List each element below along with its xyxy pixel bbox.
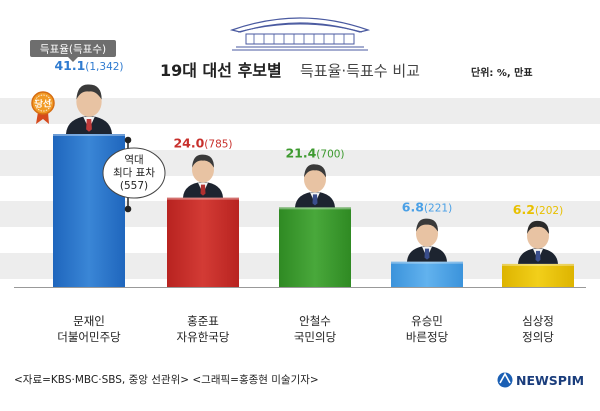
bar-value-pct: 24.0 (173, 136, 204, 151)
photo-face (304, 166, 326, 193)
bar-value-label: 24.0(785) (173, 136, 232, 151)
bar (167, 197, 239, 287)
candidate-photo (518, 220, 558, 264)
party-name-label: 정의당 (522, 330, 554, 344)
photo-tie (312, 194, 318, 206)
legend-text: 득표율(득표수) (40, 44, 106, 56)
bar-value-votes: (221) (424, 203, 452, 215)
candidate-photo (66, 84, 112, 134)
candidate-name-label: 안철수 (299, 314, 331, 328)
bar-highlight (279, 207, 351, 210)
candidate-name-label: 문재인 (73, 314, 105, 328)
party-name-label: 바른정당 (406, 330, 449, 344)
bar (279, 207, 351, 287)
candidate-photo (295, 164, 335, 208)
bar-value-pct: 6.2 (513, 202, 535, 217)
legend-box: 득표율(득표수) (30, 40, 116, 62)
photo-tie (200, 184, 206, 196)
chart-subtitle: 득표율·득표수 비교 (300, 62, 420, 80)
gap-annotation: 역대 최다 표차 (557) (102, 136, 166, 213)
bar-highlight (502, 263, 574, 266)
photo-tie (86, 119, 92, 132)
bar-value-label: 21.4(700) (285, 145, 344, 160)
photo-hair (416, 218, 438, 232)
bar-value-pct: 41.1 (54, 58, 85, 73)
photo-hair (192, 154, 214, 168)
party-name-label: 더불어민주당 (57, 330, 121, 344)
bar (502, 263, 574, 287)
annotation-line-3: (557) (120, 180, 148, 192)
candidate-name-label: 홍준표 (187, 314, 219, 328)
photo-face (76, 86, 102, 117)
photo-hair (527, 220, 549, 234)
winner-badge-text: 당선 (35, 99, 51, 110)
unit-label: 단위: %, 만표 (471, 66, 533, 79)
photo-face (192, 156, 214, 183)
bar-highlight (53, 134, 125, 136)
photo-face (416, 220, 438, 247)
candidate-name-label: 심상정 (522, 314, 554, 328)
photo-face (527, 222, 549, 249)
bar-value-pct: 21.4 (285, 145, 316, 160)
party-name-label: 국민의당 (294, 330, 337, 344)
photo-hair (304, 164, 326, 178)
bar-value-label: 6.2(202) (513, 202, 563, 217)
candidate-photo (407, 218, 447, 262)
party-name-label: 자유한국당 (177, 330, 230, 344)
bar (391, 261, 463, 287)
bar-value-votes: (700) (316, 148, 344, 160)
bar-value-votes: (785) (204, 139, 232, 151)
bar-value-label: 6.8(221) (402, 200, 452, 215)
brand-text: NEWSPIM (516, 373, 584, 388)
bar-value-pct: 6.8 (402, 200, 424, 215)
chart-title: 19대 대선 후보별 (160, 61, 282, 80)
bar-value-label: 41.1(1,342) (54, 58, 123, 73)
bar-highlight (391, 261, 463, 264)
photo-tie (424, 248, 430, 260)
annotation-line-1: 역대 (124, 154, 143, 166)
title-bold: 19대 대선 후보별 (160, 61, 282, 80)
bar-value-votes: (1,342) (85, 61, 123, 73)
source-text: <자료=KBS·MBC·SBS, 중앙 선관위> <그래픽=홍종현 미술기자> (14, 373, 319, 386)
photo-tie (535, 250, 541, 262)
bar-highlight (167, 197, 239, 200)
candidate-name-label: 유승민 (411, 314, 443, 328)
bar-value-votes: (202) (535, 205, 563, 217)
annotation-line-2: 최다 표차 (113, 167, 155, 179)
photo-hair (76, 84, 102, 100)
candidate-photo (183, 154, 223, 198)
newspim-logo: NEWSPIM (497, 372, 584, 388)
winner-badge: 당선 (31, 91, 55, 124)
blue-house-icon (229, 17, 371, 51)
